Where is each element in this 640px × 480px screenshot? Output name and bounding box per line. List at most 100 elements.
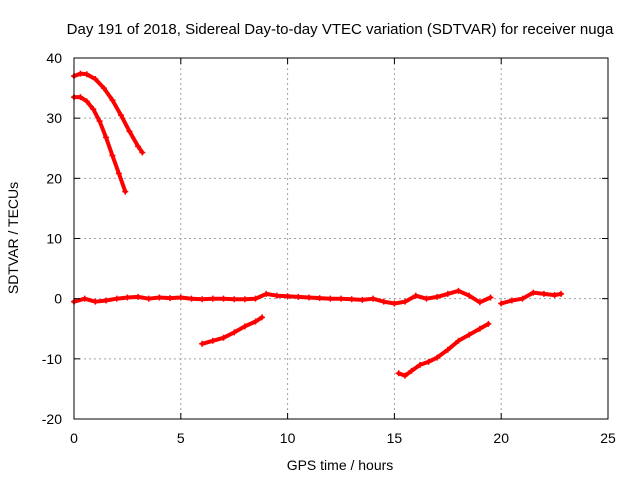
data-point [100, 85, 107, 92]
ticks [73, 57, 609, 420]
x-tick-label: 10 [280, 430, 296, 446]
data-point [117, 112, 124, 119]
data-point [220, 334, 227, 341]
data-point [92, 76, 99, 83]
tick-labels: 0 5 10 15 20 25 -20 -10 0 10 20 30 40 [42, 50, 616, 446]
x-axis-label: GPS time / hours [287, 457, 394, 473]
data-point [530, 289, 537, 296]
data-point [167, 295, 174, 302]
data-point [395, 370, 402, 377]
data-point [402, 298, 409, 305]
y-tick-label: -20 [42, 411, 62, 427]
data-point [77, 94, 84, 101]
data-point [220, 295, 227, 302]
data-point [540, 290, 547, 297]
data-point [444, 346, 451, 353]
data-point [199, 340, 206, 347]
data-point [83, 98, 90, 105]
data-point [412, 292, 419, 299]
data-point [455, 287, 462, 294]
data-point [487, 294, 494, 301]
data-point [455, 337, 462, 344]
series-near-zero-band [71, 287, 494, 307]
data-point [96, 118, 103, 125]
data-point [83, 71, 90, 78]
data-point [177, 294, 184, 301]
x-tick-label: 25 [600, 430, 616, 446]
data-point [252, 318, 259, 325]
data-point [209, 337, 216, 344]
data-point [305, 294, 312, 301]
data-point [109, 97, 116, 104]
data-point [135, 143, 142, 150]
data-point [252, 295, 259, 302]
data-point [231, 329, 238, 336]
data-point [380, 298, 387, 305]
data-point [434, 354, 441, 361]
y-tick-label: -10 [42, 351, 62, 367]
data-point [188, 295, 195, 302]
data-point [139, 149, 146, 156]
data-point [476, 299, 483, 306]
y-tick-label: 30 [46, 110, 62, 126]
data-point [135, 293, 142, 300]
data-point [348, 296, 355, 303]
data-point [476, 325, 483, 332]
series-arc-upper-descending [71, 70, 146, 156]
data-point [122, 188, 129, 195]
data-point [126, 128, 133, 135]
series-negative-segment-1 [199, 314, 265, 347]
data-point [444, 290, 451, 297]
series-layer [71, 70, 565, 379]
data-point [209, 295, 216, 302]
data-point [408, 367, 415, 374]
data-point [199, 296, 206, 303]
data-point [498, 300, 505, 307]
data-point [327, 295, 334, 302]
data-point [466, 292, 473, 299]
data-point [485, 320, 492, 327]
series-near-zero-late [498, 289, 565, 307]
data-point [417, 361, 424, 368]
data-point [156, 294, 163, 301]
series-band [72, 71, 145, 155]
data-point [359, 296, 366, 303]
data-point [273, 292, 280, 299]
data-point [295, 293, 302, 300]
data-point [124, 294, 131, 301]
data-point [231, 296, 238, 303]
data-point [423, 295, 430, 302]
chart-title: Day 191 of 2018, Sidereal Day-to-day VTE… [67, 21, 614, 38]
data-point [425, 358, 432, 365]
y-tick-label: 10 [46, 231, 62, 247]
data-point [263, 290, 270, 297]
data-point [258, 314, 265, 321]
data-point [92, 298, 99, 305]
data-point [241, 296, 248, 303]
data-point [558, 290, 565, 297]
data-point [81, 295, 88, 302]
x-tick-label: 15 [387, 430, 403, 446]
data-point [145, 295, 152, 302]
data-point [103, 297, 110, 304]
data-point [109, 152, 116, 159]
series-band [499, 290, 563, 306]
data-point [338, 295, 344, 302]
data-point [519, 295, 526, 302]
data-point [77, 70, 84, 77]
data-point [241, 323, 248, 330]
data-point [391, 300, 398, 307]
y-tick-label: 40 [46, 50, 62, 66]
data-point [113, 295, 120, 302]
x-tick-label: 0 [70, 430, 78, 446]
y-axis-label: SDTVAR / TECUs [5, 182, 21, 294]
y-tick-label: 0 [54, 291, 62, 307]
data-point [466, 331, 473, 338]
series-band [72, 288, 493, 306]
series-negative-segment-2 [395, 320, 492, 379]
data-point [402, 372, 409, 379]
data-point [103, 134, 110, 141]
data-point [508, 297, 515, 304]
data-point [551, 292, 558, 299]
